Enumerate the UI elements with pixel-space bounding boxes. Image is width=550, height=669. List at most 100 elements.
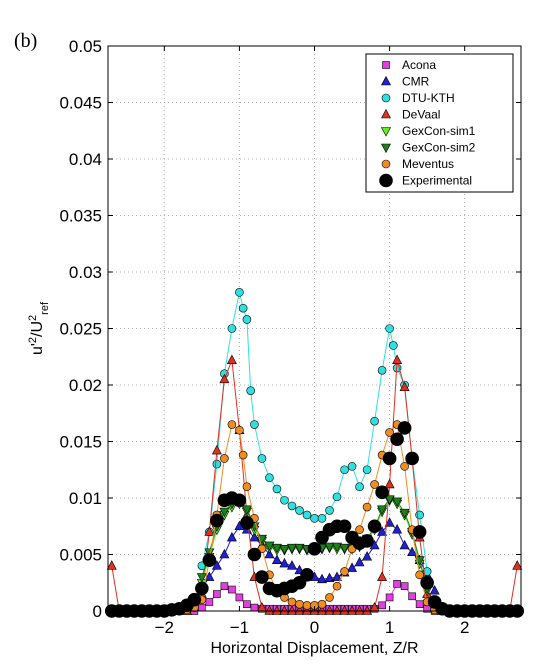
point-acona xyxy=(228,585,236,594)
point-devaal xyxy=(317,605,328,615)
point-experimental xyxy=(195,581,209,596)
point-acona xyxy=(385,593,394,602)
point-meventus xyxy=(385,428,394,437)
point-gexcon-sim2 xyxy=(204,548,215,558)
y-tick-label: 0 xyxy=(93,602,102,621)
point-meventus xyxy=(400,462,409,471)
legend-box xyxy=(365,53,514,193)
point-experimental xyxy=(240,516,254,530)
point-dtu-kth xyxy=(370,416,379,426)
point-cmr xyxy=(286,560,297,570)
point-gexcon-sim2 xyxy=(384,495,395,505)
point-cmr xyxy=(332,571,343,581)
point-devaal xyxy=(399,381,410,392)
point-gexcon-sim2 xyxy=(339,543,350,554)
point-experimental xyxy=(412,525,427,539)
point-dtu-kth xyxy=(250,420,259,429)
point-devaal xyxy=(264,605,275,615)
point-meventus xyxy=(362,502,372,512)
point-meventus xyxy=(295,599,304,609)
point-devaal xyxy=(324,605,335,615)
point-gexcon-sim2 xyxy=(286,543,297,554)
point-gexcon-sim2 xyxy=(279,545,290,555)
point-dtu-kth xyxy=(287,501,297,511)
point-cmr xyxy=(211,560,222,570)
point-cmr xyxy=(429,585,440,595)
legend: Acona CMR DTU-KTH DeVaal GexCon-sim1 GexCon-s… xyxy=(365,53,514,193)
legend-marker xyxy=(381,143,391,154)
point-gexcon-sim2 xyxy=(332,542,343,553)
point-dtu-kth xyxy=(235,288,244,297)
point-devaal xyxy=(286,605,297,615)
point-meventus xyxy=(302,601,312,610)
y-label-sup1: 2 xyxy=(27,337,39,343)
ticks: −2 −1 0 1 2 0 0.005 0.01 0.015 0.02 0.025 0.03 0.035… xyxy=(59,37,521,637)
point-acona xyxy=(213,590,221,598)
point-meventus xyxy=(370,480,379,489)
point-gexcon-sim2 xyxy=(377,505,388,515)
point-dtu-kth xyxy=(355,482,364,492)
point-dtu-kth xyxy=(302,510,312,520)
point-devaal xyxy=(301,605,312,615)
point-cmr xyxy=(204,571,215,581)
point-meventus xyxy=(242,482,252,492)
point-meventus xyxy=(332,581,342,591)
point-experimental xyxy=(232,493,247,508)
point-cmr xyxy=(279,557,290,568)
point-gexcon-sim2 xyxy=(294,543,305,554)
point-experimental xyxy=(390,432,404,447)
legend-label: CMR xyxy=(402,75,430,89)
point-cmr xyxy=(392,523,403,534)
y-label-sup2: 2 xyxy=(27,315,39,321)
point-cmr xyxy=(264,548,275,559)
legend-label: GexCon-sim1 xyxy=(402,124,476,138)
legend-marker xyxy=(379,173,393,188)
y-tick-label: 0.025 xyxy=(59,320,102,339)
point-devaal xyxy=(294,605,305,615)
point-devaal xyxy=(204,526,215,536)
point-cmr xyxy=(324,572,335,583)
legend-marker xyxy=(381,108,391,119)
legend-marker xyxy=(381,93,391,103)
y-tick-label: 0.04 xyxy=(69,150,102,169)
point-devaal xyxy=(362,605,373,615)
point-devaal xyxy=(279,605,290,615)
point-gexcon-sim2 xyxy=(324,542,335,553)
point-devaal xyxy=(219,373,230,384)
point-acona xyxy=(198,603,206,612)
point-meventus xyxy=(238,450,248,460)
point-dtu-kth xyxy=(265,473,274,482)
point-acona xyxy=(393,580,401,588)
point-gexcon-sim2 xyxy=(399,508,410,519)
point-meventus xyxy=(325,593,334,602)
point-experimental xyxy=(247,547,262,562)
y-tick-label: 0.035 xyxy=(59,207,102,226)
point-gexcon-sim2 xyxy=(219,507,230,518)
point-cmr xyxy=(384,517,395,527)
point-dtu-kth xyxy=(257,454,267,463)
point-acona xyxy=(408,592,416,601)
point-meventus xyxy=(227,420,237,429)
point-dtu-kth xyxy=(362,465,372,475)
x-tick-label: 2 xyxy=(460,618,469,637)
point-devaal xyxy=(339,605,350,615)
point-devaal xyxy=(512,560,523,570)
point-devaal xyxy=(377,571,388,581)
point-experimental xyxy=(367,519,382,534)
point-devaal xyxy=(392,354,403,364)
point-experimental xyxy=(405,451,419,466)
point-gexcon-sim2 xyxy=(241,505,252,515)
point-dtu-kth xyxy=(212,459,222,469)
series-group xyxy=(104,288,525,618)
point-devaal xyxy=(347,605,358,615)
y-tick-label: 0.02 xyxy=(69,376,102,395)
point-dtu-kth xyxy=(246,386,255,395)
point-acona xyxy=(400,582,409,590)
point-dtu-kth xyxy=(227,324,237,333)
point-experimental xyxy=(420,575,434,590)
point-experimental xyxy=(202,553,217,567)
point-dtu-kth xyxy=(347,462,357,471)
point-experimental xyxy=(360,534,374,548)
y-label-sub: ref xyxy=(39,301,51,315)
point-cmr xyxy=(347,562,358,572)
